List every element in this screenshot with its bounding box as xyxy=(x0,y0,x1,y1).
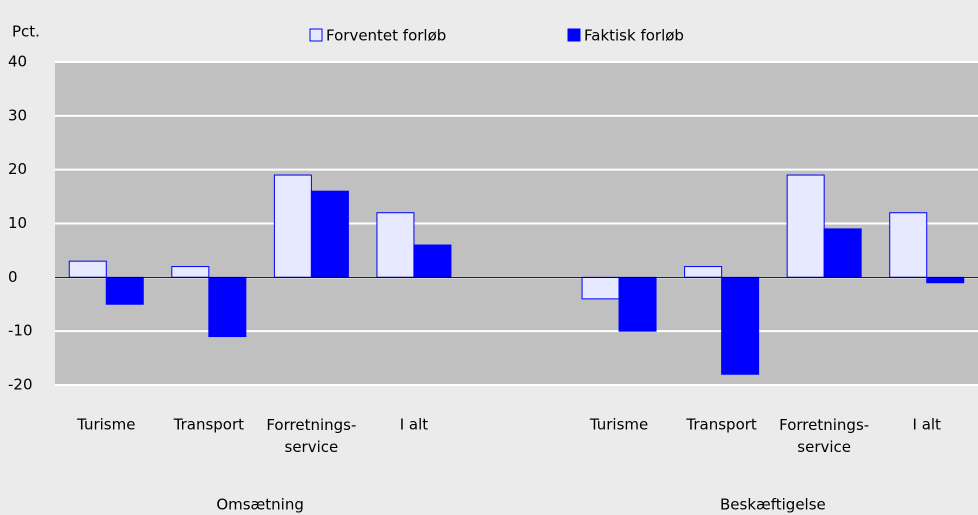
y-tick-label: -10 xyxy=(8,322,33,340)
legend-label: Faktisk forløb xyxy=(584,27,684,45)
bar xyxy=(786,174,825,278)
legend-swatch xyxy=(309,28,323,42)
x-tick-label: Forretnings-service xyxy=(266,416,356,456)
bar xyxy=(581,276,620,300)
x-tick-label: Transport xyxy=(685,416,757,434)
bar xyxy=(618,276,657,332)
bar xyxy=(171,266,210,278)
x-tick-label: I alt xyxy=(913,416,942,434)
bar xyxy=(684,266,723,278)
bar xyxy=(105,276,144,305)
x-tick-label: Transport xyxy=(173,416,245,434)
x-tick-label: I alt xyxy=(400,416,429,434)
bar xyxy=(208,276,247,338)
group-label: Beskæftigelse xyxy=(720,496,826,514)
bar xyxy=(889,212,928,278)
y-tick-label: 20 xyxy=(8,160,27,178)
y-tick-label: -20 xyxy=(8,376,33,394)
bar xyxy=(721,276,760,375)
y-tick-label: 0 xyxy=(8,268,18,286)
y-tick-label: 40 xyxy=(8,53,27,71)
legend-label: Forventet forløb xyxy=(326,27,446,45)
x-tick-label: Turisme xyxy=(76,416,135,434)
x-tick-label: Forretnings-service xyxy=(779,416,869,456)
bar xyxy=(68,260,107,278)
y-axis-label: Pct. xyxy=(12,23,40,41)
bar xyxy=(413,244,452,278)
x-tick-label: Turisme xyxy=(589,416,648,434)
bar xyxy=(273,174,312,278)
bar xyxy=(376,212,415,278)
bar xyxy=(823,228,862,278)
bar xyxy=(926,276,965,284)
y-tick-label: 10 xyxy=(8,214,27,232)
legend-swatch xyxy=(567,28,581,42)
bar xyxy=(310,190,349,278)
group-label: Omsætning xyxy=(216,496,304,514)
y-tick-label: 30 xyxy=(8,106,27,124)
